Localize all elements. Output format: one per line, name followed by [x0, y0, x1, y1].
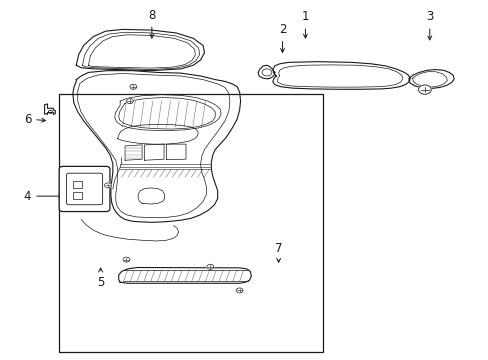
Text: 7: 7	[274, 242, 282, 262]
Circle shape	[236, 288, 243, 293]
Circle shape	[206, 264, 213, 269]
Circle shape	[418, 85, 430, 94]
Bar	[73, 181, 81, 188]
Circle shape	[130, 84, 137, 89]
Circle shape	[104, 183, 111, 188]
Text: 2: 2	[278, 23, 285, 53]
Text: 5: 5	[97, 268, 104, 289]
Circle shape	[123, 257, 130, 262]
Text: 4: 4	[24, 190, 62, 203]
FancyBboxPatch shape	[66, 173, 102, 205]
Text: 8: 8	[148, 9, 155, 38]
FancyBboxPatch shape	[59, 166, 110, 212]
Text: 6: 6	[24, 113, 45, 126]
Circle shape	[262, 69, 271, 76]
Bar	[73, 192, 81, 199]
Text: 3: 3	[425, 10, 432, 40]
Bar	[59, 94, 322, 352]
Text: 1: 1	[301, 10, 308, 38]
Circle shape	[126, 99, 133, 104]
